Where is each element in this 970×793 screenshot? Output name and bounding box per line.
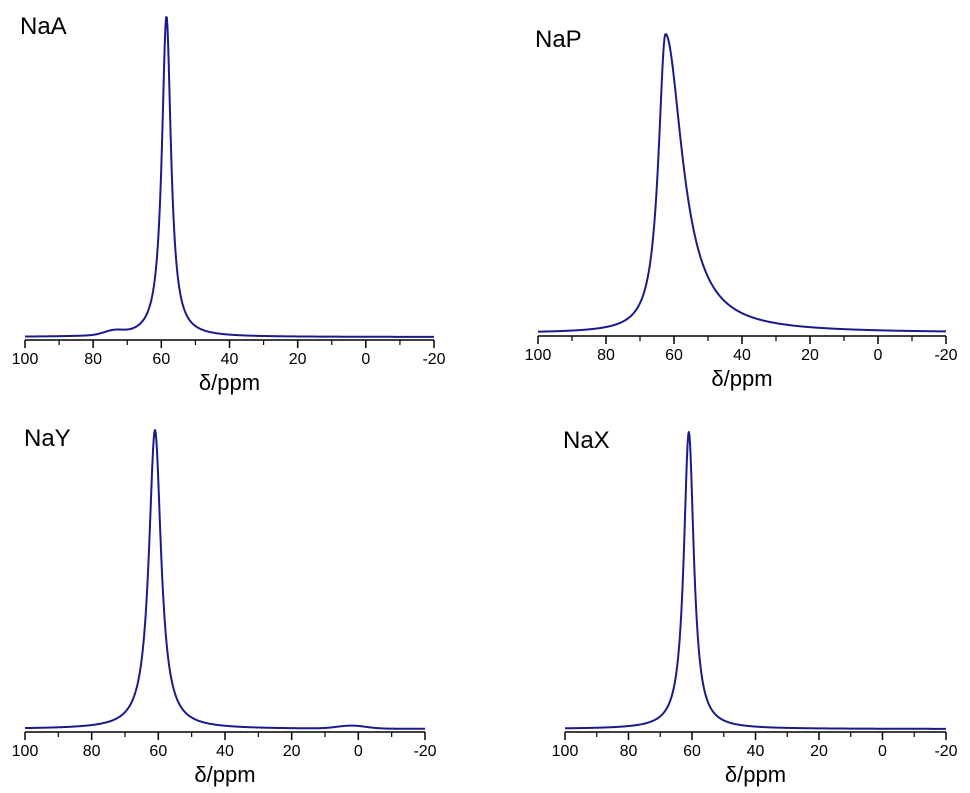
spectrum-line [24, 429, 426, 730]
panel-label: NaP [535, 26, 582, 53]
spectrum-line [564, 431, 947, 730]
x-tick-label: 0 [878, 743, 887, 760]
x-tick-label: 100 [12, 743, 39, 760]
x-tick-label: -20 [934, 347, 957, 364]
spectrum-line [24, 16, 435, 338]
x-tick-label: 100 [12, 351, 39, 368]
panel-label: NaX [563, 427, 610, 454]
x-tick-label: 80 [84, 351, 102, 368]
x-axis-title: δ/ppm [199, 370, 260, 395]
x-tick-label: 100 [552, 743, 579, 760]
x-tick-label: 40 [733, 347, 751, 364]
x-tick-label: 40 [216, 743, 234, 760]
x-axis-title: δ/ppm [711, 366, 772, 391]
x-tick-label: 20 [283, 743, 301, 760]
spectrum-panel-nay: 100 80 60 40 20 0 -20 δ/ppm NaY [12, 425, 437, 787]
x-tick-label: 20 [810, 743, 828, 760]
x-tick-label: 40 [747, 743, 765, 760]
panel-label: NaY [24, 425, 71, 452]
spectrum-panel-nap: 100 80 60 40 20 0 -20 δ/ppm NaP [525, 26, 958, 391]
x-tick-label: 100 [525, 347, 552, 364]
x-axis-title: δ/ppm [194, 762, 255, 787]
x-tick-label: 60 [152, 351, 170, 368]
x-tick-label: -20 [422, 351, 445, 368]
spectrum-line [537, 33, 947, 333]
x-axis-title: δ/ppm [725, 762, 786, 787]
x-tick-label: -20 [934, 743, 957, 760]
x-tick-label: 60 [665, 347, 683, 364]
x-tick-label: 0 [361, 351, 370, 368]
x-tick-label: 20 [289, 351, 307, 368]
x-tick-label: 40 [221, 351, 239, 368]
x-tick-label: 60 [683, 743, 701, 760]
x-tick-label: 80 [597, 347, 615, 364]
panel-label: NaA [20, 13, 67, 40]
x-tick-label: 80 [620, 743, 638, 760]
x-tick-label: 0 [354, 743, 363, 760]
spectrum-panel-nax: 100 80 60 40 20 0 -20 δ/ppm NaX [552, 427, 958, 787]
x-tick-label: 80 [83, 743, 101, 760]
x-tick-label: 20 [801, 347, 819, 364]
x-tick-label: 0 [874, 347, 883, 364]
x-tick-label: 60 [149, 743, 167, 760]
spectrum-panel-naa: 100 80 60 40 20 0 -20 δ/ppm NaA [12, 13, 446, 395]
x-tick-label: -20 [413, 743, 436, 760]
